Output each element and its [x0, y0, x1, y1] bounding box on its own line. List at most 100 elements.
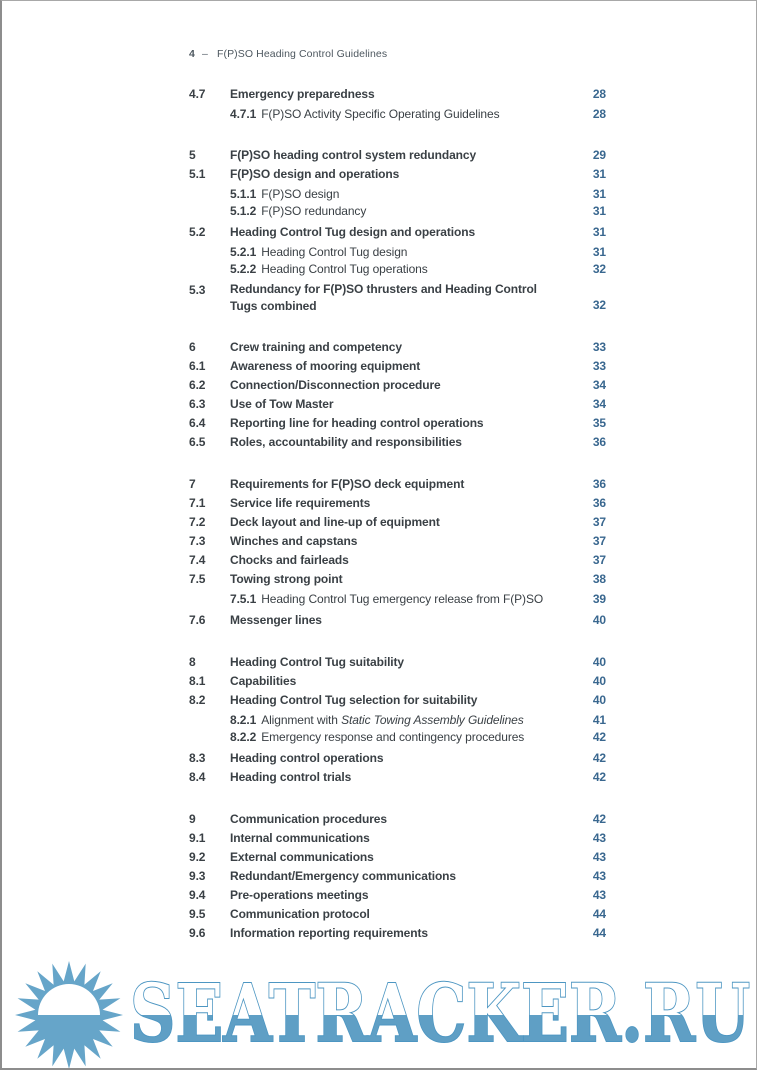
toc-entry: 7.4 Chocks and fairleads 37 [189, 551, 606, 570]
toc-entry-title: Communication protocol [230, 907, 370, 921]
toc-entry: 8.1 Capabilities 40 [189, 672, 606, 691]
toc-entry-title: Towing strong point [230, 572, 343, 586]
toc-entry: 8.2 Heading Control Tug selection for sui… [189, 691, 606, 710]
toc-entry-title: Emergency preparedness [230, 87, 375, 101]
toc-entry: 5.2.1 Heading Control Tug design 31 [189, 244, 606, 261]
toc-entry-page: 28 [592, 87, 606, 101]
toc-entry-title: Crew training and competency [230, 340, 402, 354]
toc-entry-number: 9.5 [189, 907, 206, 921]
toc-entry: 5.2.2 Heading Control Tug operations 32 [189, 261, 606, 278]
toc-entry-number: 5.2.1 [230, 245, 257, 259]
toc-entry-number: 5.2 [189, 225, 206, 239]
toc-entry-number: 7.6 [189, 613, 206, 627]
toc-entry-page: 28 [592, 107, 606, 121]
toc-entry-number: 5.2.2 [230, 262, 257, 276]
toc-entry-title: Messenger lines [230, 613, 322, 627]
toc-entry: 8.4 Heading control trials 42 [189, 768, 606, 787]
toc-entry: 4.7.1 F(P)SO Activity Specific Operating … [189, 106, 606, 123]
toc-entry-page: 37 [592, 553, 606, 567]
toc-entry: 7.2 Deck layout and line-up of equipment 3… [189, 513, 606, 532]
toc-entry-page: 34 [592, 397, 606, 411]
toc-entry: 8.2.2 Emergency response and contingency … [189, 729, 606, 746]
toc-entry-page: 43 [592, 831, 606, 845]
toc-entry: 5 F(P)SO heading control system redundanc… [189, 146, 606, 165]
toc-entry: 7.3 Winches and capstans 37 [189, 532, 606, 551]
toc-entry-number: 5 [189, 148, 196, 162]
toc-entry-title: Connection/Disconnection procedure [230, 378, 441, 392]
toc-entry-title: Winches and capstans [230, 534, 358, 548]
toc-entry-number: 5.1.2 [230, 204, 257, 218]
toc-entry-title: Heading Control Tug selection for suitab… [230, 693, 478, 707]
toc-entry-page: 31 [592, 245, 606, 259]
toc-entry: 8 Heading Control Tug suitability 40 [189, 653, 606, 672]
toc-entry-title: Awareness of mooring equipment [230, 359, 421, 373]
toc-entry-title: Heading Control Tug design and operation… [230, 225, 476, 239]
toc-entry-title: Requirements for F(P)SO deck equipment [230, 477, 465, 491]
toc-entry-page: 38 [592, 572, 606, 586]
sun-icon [15, 961, 123, 1068]
toc-entry-title: Redundant/Emergency communications [230, 869, 456, 883]
toc-entry-number: 5.1 [189, 167, 206, 181]
toc-entry-page: 32 [592, 298, 606, 312]
toc-entry-title: Redundancy for F(P)SO thrusters and Head… [230, 281, 576, 315]
toc-entry: 9.3 Redundant/Emergency communications 43 [189, 867, 606, 886]
toc-entry-title: Communication procedures [230, 812, 387, 826]
toc-entry-number: 4.7.1 [230, 107, 257, 121]
toc-entry-title: Use of Tow Master [230, 397, 334, 411]
toc-entry-title-part: Static Towing Assembly Guidelines [341, 713, 524, 727]
toc-entry-title: External communications [230, 850, 374, 864]
toc-entry-number: 7.3 [189, 534, 206, 548]
toc-entry-page: 31 [592, 225, 606, 239]
toc-entry-title-line: Redundancy for F(P)SO thrusters and Head… [230, 282, 537, 296]
toc-entry-page: 40 [592, 674, 606, 688]
toc-entry-number: 8.2.2 [230, 730, 257, 744]
toc-entry-page: 42 [592, 751, 606, 765]
toc-entry-number: 4.7 [189, 87, 206, 101]
toc-entry-page: 40 [592, 655, 606, 669]
toc-entry: 5.1 F(P)SO design and operations 31 [189, 165, 606, 184]
toc-entry-number: 8.1 [189, 674, 206, 688]
toc-entry-title: F(P)SO heading control system redundancy [230, 148, 477, 162]
toc-entry: 9.1 Internal communications 43 [189, 829, 606, 848]
toc-entry-page: 42 [592, 812, 606, 826]
toc-entry: 9 Communication procedures 42 [189, 810, 606, 829]
toc-entry: 8.2.1 Alignment with Static Towing Assemb… [189, 712, 606, 729]
toc-entry-page: 33 [592, 359, 606, 373]
toc-entry-title: Chocks and fairleads [230, 553, 349, 567]
toc-entry: 6.5 Roles, accountability and responsibil… [189, 433, 606, 452]
toc-entry-title: 4.7.1 F(P)SO Activity Specific Operating … [230, 107, 500, 121]
toc-entry-number: 8.3 [189, 751, 206, 765]
toc-entry-title: 8.2.2 Emergency response and contingency … [230, 730, 525, 744]
toc-entry-number: 9.2 [189, 850, 206, 864]
toc-entry: 6 Crew training and competency 33 [189, 338, 606, 357]
toc-entry-title: Capabilities [230, 674, 297, 688]
toc-entry: 6.1 Awareness of mooring equipment 33 [189, 357, 606, 376]
toc-entry-title: Deck layout and line-up of equipment [230, 515, 440, 529]
toc-entry-page: 41 [592, 713, 606, 727]
toc-entry: 6.3 Use of Tow Master 34 [189, 395, 606, 414]
toc-entry-number: 7 [189, 477, 196, 491]
toc-entry-page: 43 [592, 869, 606, 883]
toc-entry: 7.6 Messenger lines 40 [189, 611, 606, 630]
toc-entry: 5.1.1 F(P)SO design 31 [189, 186, 606, 203]
toc-entry: 9.4 Pre-operations meetings 43 [189, 886, 606, 905]
toc-entry-page: 36 [592, 435, 606, 449]
toc-entry-page: 42 [592, 770, 606, 784]
toc-entry-page: 31 [592, 187, 606, 201]
toc-entry-number: 8.4 [189, 770, 206, 784]
toc-entry-page: 31 [592, 204, 606, 218]
toc-entry-page: 35 [592, 416, 606, 430]
toc-entry-title-line: Tugs combined [230, 299, 317, 313]
toc-entry: 6.4 Reporting line for heading control op… [189, 414, 606, 433]
toc-entry-title: F(P)SO design and operations [230, 167, 400, 181]
toc-entry-title: Heading control trials [230, 770, 352, 784]
toc-entry: 7 Requirements for F(P)SO deck equipment 3… [189, 475, 606, 494]
toc-entry: 9.5 Communication protocol 44 [189, 905, 606, 924]
toc-entry-title: 5.1.2 F(P)SO redundancy [230, 204, 367, 218]
toc-entry-number: 7.5 [189, 572, 206, 586]
toc-entry: 9.2 External communications 43 [189, 848, 606, 867]
toc-entry: 4.7 Emergency preparedness 28 [189, 85, 606, 104]
running-header-page-number: 4 [189, 48, 195, 60]
running-header-separator: – [201, 48, 208, 60]
sun-dome [38, 984, 100, 1015]
